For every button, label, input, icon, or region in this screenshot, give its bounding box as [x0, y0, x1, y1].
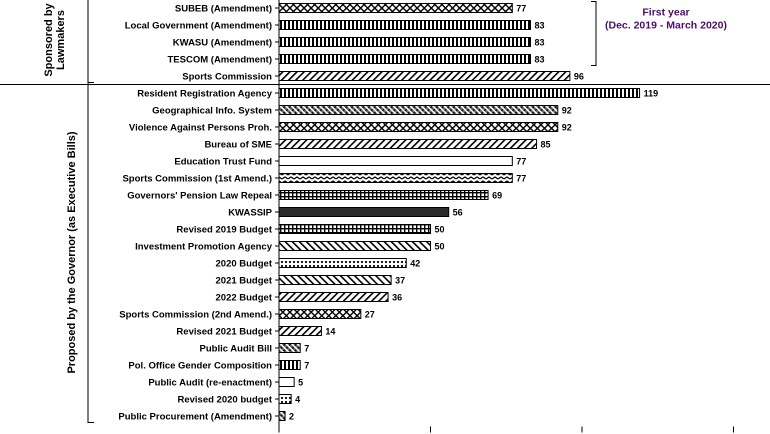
value-label: 27: [365, 310, 375, 320]
group-label: Sponsored byLawmakers: [43, 2, 67, 76]
category-label: Revised 2021 Budget: [176, 327, 272, 338]
bar: [278, 343, 301, 353]
category-label: 2022 Budget: [216, 293, 273, 304]
value-label: 83: [534, 21, 544, 31]
bar: [278, 37, 531, 47]
category-label: 2020 Budget: [216, 259, 273, 270]
bar: [278, 20, 531, 30]
category-label: SUBEB (Amendment): [175, 4, 272, 15]
bar: [278, 377, 295, 387]
groups-layer: Sponsored byLawmakers Proposed by the Gov…: [43, 0, 727, 423]
value-label: 77: [516, 157, 526, 167]
category-label: KWASSIP: [228, 208, 272, 219]
bar: [278, 411, 286, 421]
value-label: 77: [516, 4, 526, 14]
category-label: Revised 2020 budget: [177, 395, 272, 406]
category-label: Sports Commission: [182, 72, 272, 83]
value-label: 96: [574, 72, 584, 82]
value-label: 36: [392, 293, 402, 303]
value-label: 56: [453, 208, 463, 218]
value-label: 4: [295, 395, 300, 405]
category-label: KWASU (Amendment): [173, 38, 272, 49]
category-label: Public Audit Bill: [200, 344, 272, 355]
annotation-bracket: [591, 1, 597, 66]
bar: [278, 3, 513, 13]
value-label: 85: [541, 140, 551, 150]
category-label: Violence Against Persons Proh.: [129, 123, 272, 134]
bar: [278, 156, 513, 166]
value-label: 92: [562, 123, 572, 133]
value-label: 50: [435, 225, 445, 235]
value-label: 5: [298, 378, 303, 388]
value-label: 7: [304, 361, 309, 371]
bar: [278, 326, 322, 336]
category-label: Public Audit (re-enactment): [148, 378, 272, 389]
group-label: Proposed by the Governor (as Executive B…: [66, 131, 78, 373]
annotation-text: First year: [642, 7, 689, 19]
value-label: 83: [534, 55, 544, 65]
category-label: Local Government (Amendment): [125, 21, 272, 32]
value-label: 2: [289, 412, 294, 422]
bar: [278, 309, 362, 319]
bar: [278, 292, 389, 302]
annotation-text: (Dec. 2019 - March 2020): [605, 20, 727, 32]
value-label: 92: [562, 106, 572, 116]
value-label: 14: [325, 327, 335, 337]
value-label: 119: [644, 89, 659, 99]
group-bracket: [87, 0, 94, 83]
value-label: 50: [435, 242, 445, 252]
bar: [278, 360, 301, 370]
bar: [278, 275, 392, 285]
bar: [278, 122, 559, 132]
category-label: Resident Registration Agency: [137, 89, 273, 100]
value-label: 77: [516, 174, 526, 184]
bar: [278, 394, 292, 404]
category-label: TESCOM (Amendment): [168, 55, 273, 66]
category-label: Public Procurement (Amendment): [118, 412, 272, 423]
value-label: 7: [304, 344, 309, 354]
group-bracket: [87, 82, 94, 423]
category-label: Investment Promotion Agency: [135, 242, 273, 253]
category-label: Sports Commission (1st Amend.): [122, 174, 272, 185]
bar: [278, 241, 431, 251]
value-label: 83: [534, 38, 544, 48]
value-label: 42: [410, 259, 420, 269]
bar: [278, 88, 641, 98]
bar: [278, 173, 513, 183]
bar: [278, 71, 571, 81]
category-label: Governors' Pension Law Repeal: [127, 191, 272, 202]
category-label: Sports Commission (2nd Amend.): [119, 310, 272, 321]
bar: [278, 207, 450, 217]
category-label: Bureau of SME: [204, 140, 272, 151]
category-label: Education Trust Fund: [174, 157, 272, 168]
bar: [278, 54, 531, 64]
value-label: 69: [492, 191, 502, 201]
bar: [278, 258, 407, 268]
value-label: 37: [395, 276, 405, 286]
bar: [278, 105, 559, 115]
bar: [278, 139, 538, 149]
bar: [278, 190, 489, 200]
category-label: Revised 2019 Budget: [176, 225, 272, 236]
bar: [278, 224, 431, 234]
category-label: 2021 Budget: [216, 276, 273, 287]
bars-layer: [278, 3, 641, 421]
category-label: Geographical Info. System: [152, 106, 272, 117]
category-label: Pol. Office Gender Composition: [128, 361, 272, 372]
